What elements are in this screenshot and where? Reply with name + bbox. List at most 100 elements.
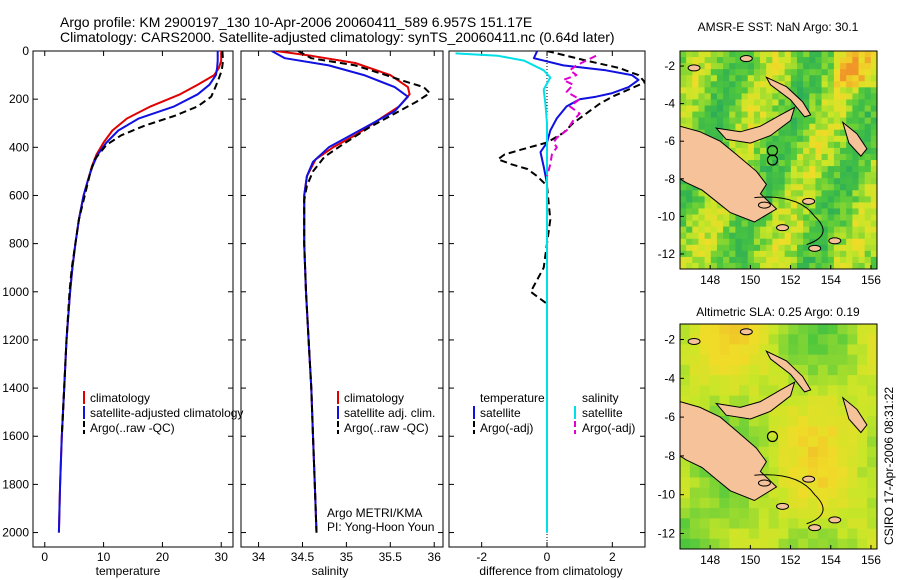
heatmap-cell	[748, 334, 760, 346]
heatmap-cell	[778, 344, 789, 356]
heatmap-cell	[846, 208, 853, 216]
heatmap-cell	[788, 538, 799, 549]
heatmap-cell	[809, 214, 817, 222]
heatmap-cell	[758, 528, 770, 540]
heatmap-cell	[716, 238, 724, 246]
heatmap-cell	[680, 117, 687, 125]
heatmap-cell	[870, 178, 877, 185]
heatmap-cell	[747, 75, 755, 82]
heatmap-cell	[784, 51, 792, 58]
heatmap-cell	[760, 226, 767, 234]
heatmap-cell	[680, 57, 687, 64]
y-tick-label: 400	[9, 140, 29, 154]
heatmap-cell	[766, 57, 773, 64]
heatmap-cell	[827, 256, 835, 264]
heatmap-cell	[847, 446, 858, 458]
heatmap-cell	[846, 172, 853, 179]
heatmap-cell	[837, 416, 849, 427]
heatmap-cell	[796, 190, 804, 197]
heatmap-cell	[833, 135, 841, 143]
heatmap-cell	[680, 105, 687, 113]
heatmap-cell	[796, 244, 804, 252]
heatmap-cell	[758, 426, 770, 438]
heatmap-cell	[735, 238, 743, 246]
heatmap-cell	[852, 208, 860, 216]
heatmap-cell	[747, 81, 755, 88]
heatmap-cell	[699, 324, 711, 335]
heatmap-cell	[840, 135, 847, 143]
heatmap-cell	[686, 105, 693, 113]
heatmap-cell	[680, 262, 687, 269]
heatmap-cell	[870, 105, 877, 113]
heatmap-cell	[699, 354, 711, 366]
heatmap-cell	[809, 220, 817, 228]
heatmap-cell	[772, 63, 780, 70]
heatmap-cell	[864, 244, 872, 252]
heatmap-cell	[784, 147, 792, 155]
heatmap-cell	[790, 226, 798, 234]
heatmap-cell	[827, 416, 839, 427]
heatmap-cell	[847, 364, 858, 376]
heatmap-cell	[833, 75, 841, 82]
x-tick-label: 150	[740, 553, 760, 567]
heatmap-cell	[689, 385, 701, 397]
heatmap-cell	[808, 395, 819, 407]
heatmap-cell	[766, 147, 773, 155]
heatmap-cell	[821, 238, 829, 246]
heatmap-cell	[772, 256, 780, 264]
heatmap-cell	[729, 508, 740, 519]
heatmap-cell	[680, 385, 691, 397]
heatmap-cell	[846, 250, 853, 258]
heatmap-cell	[840, 256, 847, 264]
heatmap-cell	[698, 57, 706, 64]
land-island	[687, 64, 701, 72]
heatmap-cell	[790, 87, 798, 94]
heatmap-cell	[815, 93, 823, 101]
heatmap-cell	[852, 93, 860, 101]
heatmap-cell	[760, 262, 767, 269]
heatmap-cell	[729, 385, 740, 397]
heatmap-cell	[803, 220, 810, 228]
heatmap-cell	[840, 93, 847, 101]
heatmap-cell	[815, 196, 823, 203]
heatmap-cell	[857, 405, 868, 417]
heatmap-cell	[716, 99, 724, 107]
heatmap-cell	[847, 487, 858, 499]
heatmap-cell	[847, 436, 858, 448]
heatmap-cell	[827, 166, 835, 173]
heatmap-cell	[846, 141, 853, 149]
heatmap-cell	[840, 232, 847, 240]
heatmap-cell	[815, 208, 823, 216]
heatmap-cell	[719, 364, 730, 376]
heatmap-cell	[833, 178, 841, 185]
heatmap-cell	[729, 416, 740, 427]
heatmap-cell	[864, 57, 872, 64]
heatmap-cell	[778, 244, 786, 252]
heatmap-cell	[798, 405, 809, 417]
heatmap-cell	[747, 63, 755, 70]
heatmap-cell	[837, 518, 849, 530]
heatmap-cell	[689, 538, 701, 549]
heatmap-cell	[692, 244, 700, 252]
heatmap-cell	[870, 87, 877, 94]
heatmap-cell	[858, 129, 866, 137]
heatmap-cell	[864, 117, 872, 125]
heatmap-cell	[689, 477, 701, 489]
heatmap-cell	[840, 69, 847, 76]
heatmap-cell	[864, 123, 872, 131]
heatmap-cell	[817, 538, 829, 549]
heatmap-cell	[858, 262, 866, 269]
heatmap-cell	[796, 172, 804, 179]
heatmap-cell	[766, 178, 773, 185]
heatmap-cell	[827, 467, 839, 479]
heatmap-cell	[709, 375, 720, 386]
heatmap-cell	[827, 244, 835, 252]
heatmap-cell	[857, 538, 868, 549]
heatmap-cell	[692, 87, 700, 94]
heatmap-cell	[758, 436, 770, 448]
heatmap-cell	[809, 256, 817, 264]
heatmap-cell	[852, 238, 860, 246]
heatmap-cell	[796, 135, 804, 143]
heatmap-cell	[827, 405, 839, 417]
heatmap-cell	[803, 81, 810, 88]
